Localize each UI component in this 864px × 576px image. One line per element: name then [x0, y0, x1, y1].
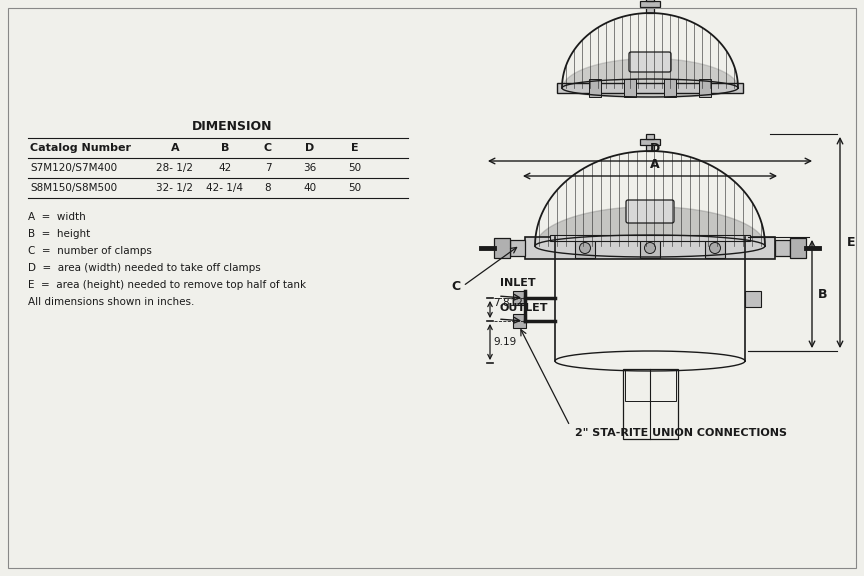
Text: OUTLET: OUTLET [500, 303, 549, 313]
Bar [664, 79, 676, 97]
Text: 42: 42 [219, 163, 232, 173]
Bar [775, 240, 790, 256]
Text: A  =  width: A = width [28, 212, 86, 222]
FancyBboxPatch shape [626, 200, 674, 223]
Text: A: A [171, 143, 180, 153]
Text: E: E [847, 236, 855, 249]
Bar [699, 79, 711, 97]
Circle shape [580, 242, 590, 253]
Bar [622, 369, 677, 439]
Bar [625, 369, 676, 400]
Text: 7.812: 7.812 [493, 297, 523, 308]
Text: B: B [221, 143, 229, 153]
Bar [646, 0, 654, 1]
Text: Catalog Number: Catalog Number [30, 143, 131, 153]
Bar [624, 79, 636, 97]
Bar [745, 291, 761, 307]
Text: D  =  area (width) needed to take off clamps: D = area (width) needed to take off clam… [28, 263, 261, 273]
Bar [513, 291, 526, 305]
Text: 32- 1/2: 32- 1/2 [156, 183, 194, 193]
Text: E  =  area (height) needed to remove top half of tank: E = area (height) needed to remove top h… [28, 280, 306, 290]
Bar [589, 79, 601, 97]
Bar [646, 134, 654, 139]
Bar [557, 83, 743, 93]
Text: INLET: INLET [500, 278, 536, 288]
Text: 8: 8 [264, 183, 271, 193]
Text: C: C [264, 143, 272, 153]
Text: S8M150/S8M500: S8M150/S8M500 [30, 183, 118, 193]
Text: 2" STA-RITE UNION CONNECTIONS: 2" STA-RITE UNION CONNECTIONS [575, 428, 787, 438]
Text: All dimensions shown in inches.: All dimensions shown in inches. [28, 297, 194, 307]
Text: C: C [451, 279, 460, 293]
Text: 42- 1/4: 42- 1/4 [206, 183, 244, 193]
Circle shape [709, 242, 721, 253]
Bar [790, 238, 806, 258]
Text: 40: 40 [303, 183, 316, 193]
Text: 50: 50 [348, 163, 361, 173]
Circle shape [645, 242, 656, 253]
Bar [640, 139, 660, 145]
Bar [494, 238, 510, 258]
Bar [513, 314, 526, 328]
Bar [646, 143, 654, 151]
Text: D: D [305, 143, 314, 153]
Text: 36: 36 [303, 163, 316, 173]
Bar [646, 5, 654, 13]
Bar [640, 238, 660, 258]
Bar [550, 235, 750, 241]
Bar [575, 238, 595, 258]
Text: E: E [351, 143, 359, 153]
Bar [525, 237, 775, 259]
Bar [640, 1, 660, 7]
Text: S7M120/S7M400: S7M120/S7M400 [30, 163, 118, 173]
FancyBboxPatch shape [629, 52, 671, 72]
Bar [705, 238, 725, 258]
Text: 28- 1/2: 28- 1/2 [156, 163, 194, 173]
Text: D: D [650, 142, 660, 155]
Bar [510, 240, 525, 256]
Text: A: A [651, 158, 660, 171]
Text: 7: 7 [264, 163, 271, 173]
Text: C  =  number of clamps: C = number of clamps [28, 246, 152, 256]
Text: DIMENSION: DIMENSION [192, 120, 272, 133]
Text: 50: 50 [348, 183, 361, 193]
Text: B  =  height: B = height [28, 229, 90, 239]
Text: B: B [818, 287, 828, 301]
Text: 9.19: 9.19 [493, 337, 517, 347]
